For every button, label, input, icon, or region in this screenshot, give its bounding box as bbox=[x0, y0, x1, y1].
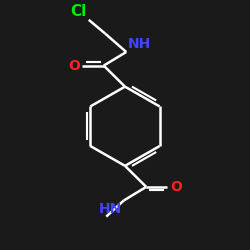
Text: NH: NH bbox=[128, 37, 151, 51]
Text: HN: HN bbox=[99, 202, 122, 216]
Text: Cl: Cl bbox=[70, 4, 86, 18]
Text: O: O bbox=[68, 58, 80, 72]
Text: O: O bbox=[170, 180, 182, 194]
